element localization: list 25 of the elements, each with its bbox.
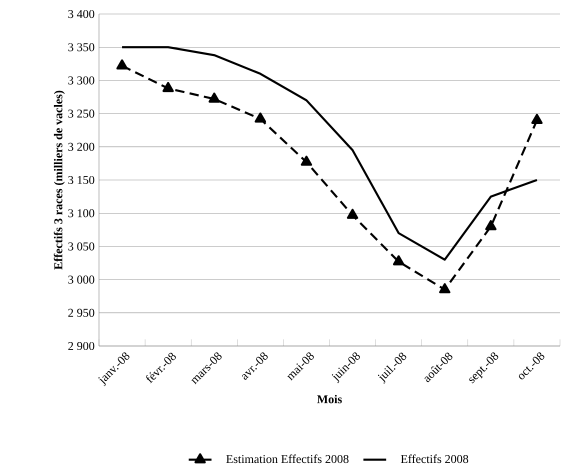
legend-label: Effectifs 2008 bbox=[400, 454, 468, 464]
y-tick-label: 3 300 bbox=[68, 76, 94, 84]
y-tick-label: 3 250 bbox=[68, 110, 94, 118]
y-tick-label: 2 900 bbox=[68, 342, 94, 350]
point bbox=[531, 114, 543, 124]
y-tick-label: 3 350 bbox=[68, 43, 94, 52]
point bbox=[392, 255, 404, 266]
point bbox=[439, 283, 450, 294]
point bbox=[254, 112, 266, 123]
y-tick-label: 3 400 bbox=[68, 10, 94, 18]
y-tick-label: 3 100 bbox=[68, 209, 94, 218]
point bbox=[346, 208, 358, 219]
y-tick-label: 3 000 bbox=[68, 276, 94, 284]
y-tick-label: 3 200 bbox=[68, 142, 94, 151]
point bbox=[116, 59, 128, 70]
point bbox=[208, 92, 220, 103]
point bbox=[485, 220, 497, 230]
legend-label: Estimation Effectifs 2008 bbox=[226, 454, 349, 464]
x-axis-title: Mois bbox=[317, 394, 342, 404]
point bbox=[300, 156, 312, 166]
y-tick-label: 3 150 bbox=[68, 176, 94, 184]
y-tick-label: 3 050 bbox=[68, 242, 94, 250]
y-axis-title: Effectifs 3 races (milliers de vacles) bbox=[54, 90, 65, 270]
y-tick-label: 2 950 bbox=[68, 308, 94, 317]
point bbox=[162, 82, 174, 92]
